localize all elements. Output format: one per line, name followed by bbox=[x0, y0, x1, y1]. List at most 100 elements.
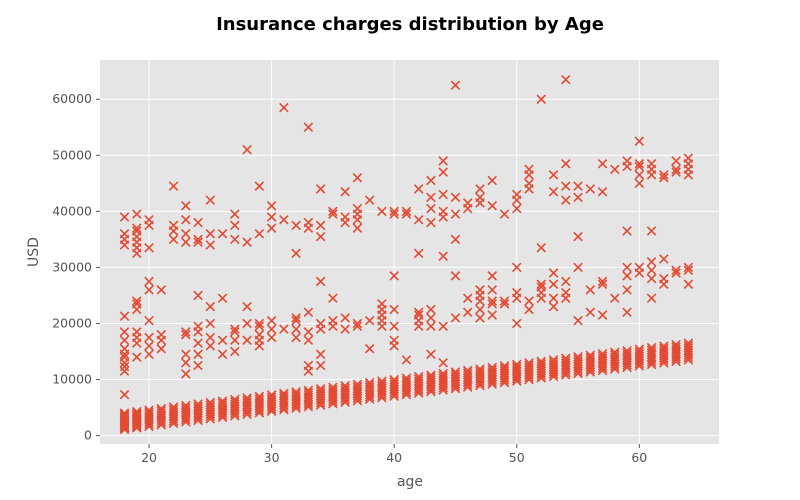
data-point bbox=[132, 226, 142, 236]
data-point bbox=[119, 335, 130, 346]
data-point bbox=[487, 299, 498, 309]
data-point bbox=[561, 355, 571, 366]
data-point bbox=[266, 315, 277, 326]
data-point bbox=[450, 367, 461, 377]
data-point bbox=[450, 80, 461, 90]
data-point bbox=[205, 301, 216, 312]
data-point bbox=[230, 346, 240, 357]
x-axis-label: age bbox=[397, 474, 423, 490]
data-point bbox=[364, 315, 375, 326]
data-point bbox=[352, 321, 363, 332]
data-point bbox=[144, 405, 154, 415]
data-point bbox=[683, 262, 694, 273]
data-point bbox=[450, 271, 461, 281]
data-point bbox=[401, 209, 412, 219]
data-point bbox=[511, 359, 522, 370]
data-point bbox=[132, 408, 142, 418]
data-point bbox=[671, 164, 681, 175]
data-point bbox=[475, 313, 485, 323]
data-point bbox=[193, 360, 203, 371]
data-point bbox=[450, 209, 461, 219]
data-point bbox=[499, 209, 510, 219]
data-point bbox=[266, 392, 277, 402]
data-point bbox=[597, 279, 608, 289]
data-point bbox=[585, 184, 596, 194]
x-tick-label: 30 bbox=[264, 450, 280, 465]
data-point bbox=[487, 362, 498, 373]
data-point bbox=[230, 335, 240, 346]
data-point bbox=[450, 313, 461, 323]
data-point bbox=[438, 189, 448, 200]
data-point bbox=[426, 192, 436, 203]
data-point bbox=[659, 343, 669, 354]
data-point bbox=[646, 257, 657, 267]
data-point bbox=[573, 354, 583, 364]
x-tick-label: 60 bbox=[631, 450, 647, 465]
data-point bbox=[144, 341, 154, 351]
data-point bbox=[561, 74, 571, 85]
data-point bbox=[132, 296, 142, 306]
data-point bbox=[205, 229, 216, 239]
data-point bbox=[242, 318, 252, 329]
data-point bbox=[646, 265, 657, 275]
data-point bbox=[181, 357, 191, 368]
data-point bbox=[561, 276, 571, 287]
data-point bbox=[156, 406, 167, 416]
data-point bbox=[622, 345, 632, 356]
data-point bbox=[303, 387, 314, 398]
data-point bbox=[450, 369, 461, 380]
data-point bbox=[181, 400, 191, 411]
data-point bbox=[205, 195, 216, 205]
data-point bbox=[364, 380, 375, 390]
data-point bbox=[205, 318, 216, 329]
data-point bbox=[205, 341, 216, 351]
data-point bbox=[181, 403, 191, 413]
data-point bbox=[536, 356, 547, 367]
data-point bbox=[217, 396, 228, 406]
data-point bbox=[487, 285, 498, 295]
data-point bbox=[217, 349, 228, 360]
data-point bbox=[426, 370, 436, 380]
data-point bbox=[450, 234, 461, 245]
data-point bbox=[499, 299, 510, 309]
data-point bbox=[266, 390, 277, 400]
data-point bbox=[413, 307, 424, 318]
data-point bbox=[377, 299, 387, 309]
data-point bbox=[426, 175, 436, 186]
data-point bbox=[266, 332, 277, 343]
data-point bbox=[266, 324, 277, 334]
data-point bbox=[511, 362, 522, 372]
data-point bbox=[659, 273, 669, 284]
data-point bbox=[646, 342, 657, 353]
data-point bbox=[524, 360, 534, 371]
data-point bbox=[352, 203, 363, 214]
data-point bbox=[462, 198, 473, 208]
data-point bbox=[119, 409, 130, 420]
data-point bbox=[144, 215, 154, 225]
data-point bbox=[401, 375, 412, 386]
data-point bbox=[585, 352, 596, 363]
data-point bbox=[291, 332, 301, 343]
data-point bbox=[340, 313, 350, 323]
data-point bbox=[181, 327, 191, 337]
data-point bbox=[315, 231, 326, 242]
data-point bbox=[291, 248, 301, 259]
data-point bbox=[242, 335, 252, 346]
data-point bbox=[573, 262, 583, 273]
data-point bbox=[168, 404, 179, 415]
data-point bbox=[132, 209, 142, 219]
data-point bbox=[426, 313, 436, 323]
data-point bbox=[132, 299, 142, 309]
data-point bbox=[389, 304, 399, 315]
data-point bbox=[646, 273, 657, 284]
data-point bbox=[193, 321, 203, 332]
data-point bbox=[328, 206, 338, 217]
data-point bbox=[303, 307, 314, 318]
data-point bbox=[438, 156, 448, 166]
data-point bbox=[548, 268, 559, 278]
data-point bbox=[475, 192, 485, 203]
data-point bbox=[426, 321, 436, 332]
data-point bbox=[340, 324, 350, 334]
y-tick-label: 10000 bbox=[52, 372, 92, 387]
data-point bbox=[291, 387, 301, 397]
